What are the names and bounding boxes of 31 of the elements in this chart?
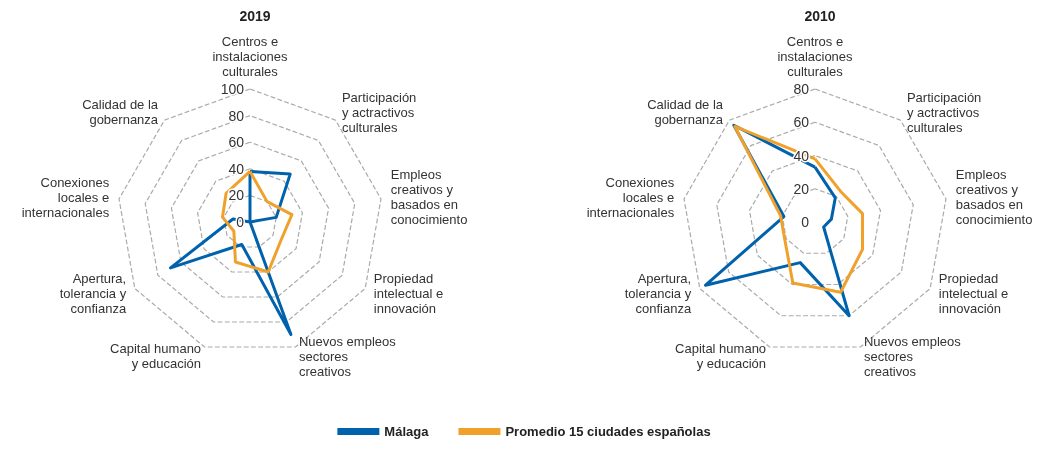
- spoke-label: Apertura, tolerancia y confianza: [624, 271, 692, 316]
- spoke-label: Propiedad intelectual e innovación: [373, 271, 444, 316]
- spoke-label: Nuevos empleos sectores creativos: [863, 333, 962, 379]
- legend-label: Promedio 15 ciudades españolas: [505, 424, 711, 439]
- y-tick-label: 60: [793, 114, 810, 131]
- y-tick-label: 100: [220, 81, 245, 97]
- spoke-label: Conexiones locales e internacionales: [21, 174, 110, 220]
- spoke-label: Conexiones locales e internacionales: [586, 174, 675, 220]
- spoke-label: Capital humano y educación: [110, 341, 202, 372]
- y-tick-label: 80: [793, 81, 810, 97]
- y-tick-label: 20: [793, 180, 810, 197]
- spoke-label: Empleos creativos y basados en conocimiento: [955, 167, 1033, 228]
- y-tick-label: 80: [228, 107, 245, 124]
- spoke-label: Calidad de la gobernanza: [647, 97, 724, 128]
- spoke-label: Nuevos empleos sectores creativos: [298, 333, 397, 379]
- legend-label: Málaga: [384, 424, 430, 439]
- y-tick-label: 60: [228, 134, 245, 151]
- y-tick-label: 0: [801, 214, 810, 230]
- spoke-label: Empleos creativos y basados en conocimiento: [390, 167, 468, 228]
- spoke-label: Calidad de la gobernanza: [82, 97, 159, 128]
- spoke-label: Centros e instalaciones culturales: [777, 34, 854, 79]
- y-tick-label: 20: [228, 187, 245, 204]
- spoke-label: Participación y actractivos culturales: [341, 89, 417, 135]
- y-tick-label: 40: [228, 160, 245, 177]
- spoke-label: Apertura, tolerancia y confianza: [59, 271, 127, 316]
- chart-title: 2019: [239, 8, 271, 24]
- spoke-label: Participación y actractivos culturales: [906, 89, 982, 135]
- chart-title: 2010: [804, 8, 836, 24]
- spoke-label: Capital humano y educación: [675, 341, 767, 372]
- spoke-label: Centros e instalaciones culturales: [212, 34, 289, 79]
- spoke-label: Propiedad intelectual e innovación: [938, 271, 1009, 316]
